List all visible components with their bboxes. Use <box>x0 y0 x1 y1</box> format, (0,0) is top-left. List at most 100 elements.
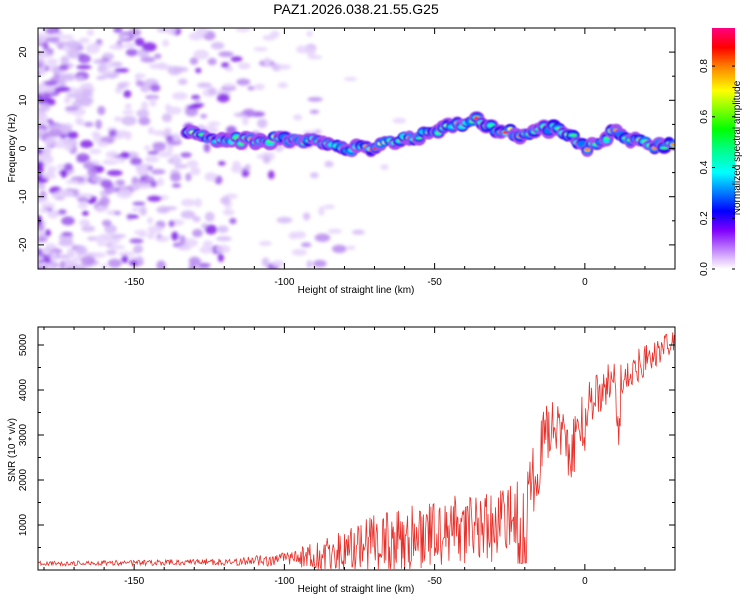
noise-blob <box>166 143 174 154</box>
noise-blob <box>38 237 48 243</box>
noise-blob <box>305 47 316 56</box>
noise-blob <box>121 115 137 126</box>
noise-blob <box>45 58 59 65</box>
noise-blob <box>181 238 198 248</box>
noise-blob <box>123 90 132 98</box>
noise-blob <box>46 47 54 54</box>
noise-blob <box>149 180 158 188</box>
noise-blob <box>343 76 358 82</box>
noise-blob <box>331 244 347 254</box>
noise-blob <box>113 211 122 216</box>
noise-blob <box>293 231 306 239</box>
ridge-blob <box>568 133 577 137</box>
noise-blob <box>261 257 270 267</box>
noise-blob <box>194 198 202 208</box>
noise-blob <box>106 169 123 177</box>
noise-blob <box>291 249 308 256</box>
colorbar-tick-label: 0.0 <box>699 262 710 276</box>
colorbar: 0.0 0.2 0.4 0.6 0.8 Normalized spectral ampl… <box>699 28 743 276</box>
noise-blob <box>57 209 67 215</box>
noise-blob <box>129 238 144 244</box>
noise-blob <box>189 57 199 65</box>
noise-blob <box>61 74 76 82</box>
noise-blob <box>38 132 43 140</box>
snr-background <box>38 327 675 570</box>
noise-blob <box>38 255 44 262</box>
noise-blob <box>42 43 49 50</box>
noise-blob <box>38 86 46 94</box>
noise-blob <box>45 124 59 130</box>
noise-blob <box>313 259 327 268</box>
noise-blob <box>327 228 342 234</box>
noise-blob <box>351 229 365 235</box>
noise-blob <box>128 28 142 37</box>
noise-blob <box>172 133 182 142</box>
noise-blob <box>125 48 138 57</box>
noise-blob <box>174 163 188 169</box>
noise-blob <box>107 258 122 268</box>
snr-x-axis-label: Height of straight line (km) <box>298 584 415 595</box>
spectrogram-x-tick-label: -100 <box>274 277 294 288</box>
noise-blob <box>38 230 46 236</box>
noise-blob <box>147 150 159 155</box>
noise-blob <box>88 148 102 155</box>
noise-blob <box>76 120 86 126</box>
noise-blob <box>171 183 182 188</box>
noise-blob <box>192 215 201 223</box>
noise-blob <box>180 210 196 219</box>
spectrogram-x-tick-label: 0 <box>582 277 588 288</box>
noise-blob <box>215 244 231 254</box>
ridge-blob <box>415 137 423 140</box>
noise-blob <box>100 70 116 75</box>
noise-blob <box>256 118 268 129</box>
noise-blob <box>108 129 118 138</box>
noise-blob <box>233 112 246 118</box>
noise-blob <box>75 75 85 82</box>
noise-blob <box>97 141 109 147</box>
noise-blob <box>166 28 177 36</box>
snr-y-axis-label: SNR (10 * v/v) <box>7 418 18 482</box>
noise-blob <box>65 179 80 185</box>
spectrogram-y-axis-label: Frequency (Hz) <box>7 114 18 183</box>
noise-blob <box>195 28 208 37</box>
noise-blob <box>38 248 43 257</box>
noise-blob <box>253 83 265 91</box>
noise-blob <box>161 113 173 123</box>
noise-blob <box>180 198 196 207</box>
noise-blob <box>155 235 170 243</box>
noise-blob <box>46 118 54 124</box>
colorbar-tick-label: 0.8 <box>699 59 710 73</box>
noise-blob <box>177 78 188 86</box>
noise-blob <box>132 246 142 254</box>
noise-blob <box>186 104 202 109</box>
noise-blob <box>40 202 56 209</box>
noise-blob <box>54 142 66 149</box>
noise-blob <box>118 251 135 257</box>
noise-blob <box>117 82 127 90</box>
spectrogram-x-axis-label: Height of straight line (km) <box>298 285 415 296</box>
spectrogram-y-tick-label: -20 <box>18 237 29 252</box>
noise-blob <box>318 206 325 216</box>
noise-blob <box>124 103 132 110</box>
noise-blob <box>146 216 154 225</box>
noise-blob <box>67 249 76 258</box>
noise-blob <box>309 109 320 114</box>
noise-blob <box>235 28 251 32</box>
noise-blob <box>171 92 188 100</box>
noise-blob <box>309 172 319 179</box>
noise-blob <box>216 93 230 103</box>
ridge-peak <box>670 142 675 147</box>
noise-blob <box>92 59 107 64</box>
noise-blob <box>93 133 103 143</box>
noise-blob <box>180 152 192 158</box>
noise-blob <box>277 64 292 70</box>
noise-blob <box>83 121 94 127</box>
noise-blob <box>217 225 229 233</box>
noise-blob <box>145 95 160 100</box>
noise-blob <box>276 216 293 224</box>
noise-blob <box>165 103 172 112</box>
snr-x-tick-label: -100 <box>274 576 294 587</box>
noise-blob <box>207 121 221 126</box>
noise-blob <box>137 172 147 177</box>
noise-blob <box>144 155 160 163</box>
